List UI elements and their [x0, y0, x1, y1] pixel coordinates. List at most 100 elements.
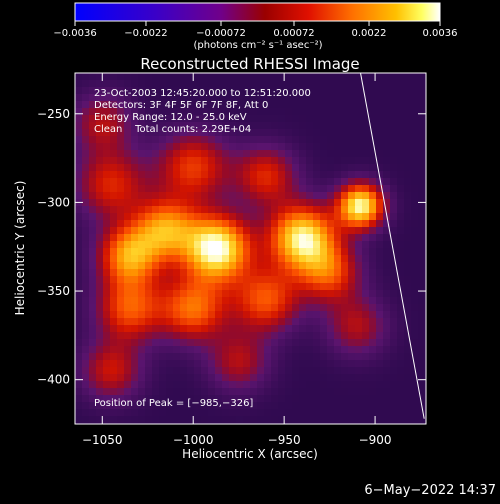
heatmap-pixel	[299, 304, 307, 312]
heatmap-pixel	[271, 262, 279, 270]
heatmap-pixel	[355, 283, 363, 291]
heatmap-pixel	[264, 94, 272, 102]
heatmap-pixel	[334, 395, 342, 403]
heatmap-pixel	[131, 381, 139, 389]
heatmap-pixel	[152, 367, 160, 375]
heatmap-pixel	[89, 220, 97, 228]
heatmap-pixel	[257, 80, 265, 88]
heatmap-pixel	[362, 129, 370, 137]
heatmap-pixel	[348, 94, 356, 102]
heatmap-pixel	[404, 416, 412, 424]
heatmap-pixel	[285, 227, 293, 235]
heatmap-pixel	[355, 290, 363, 298]
x-axis-label: Heliocentric X (arcsec)	[182, 447, 318, 461]
heatmap-pixel	[103, 311, 111, 319]
heatmap-pixel	[194, 360, 202, 368]
heatmap-pixel	[215, 276, 223, 284]
heatmap-pixel	[215, 325, 223, 333]
heatmap-pixel	[117, 353, 125, 361]
heatmap-pixel	[103, 283, 111, 291]
heatmap-pixel	[404, 87, 412, 95]
heatmap-pixel	[110, 416, 118, 424]
heatmap-pixel	[292, 283, 300, 291]
heatmap-pixel	[117, 416, 125, 424]
heatmap-pixel	[208, 150, 216, 158]
heatmap-pixel	[383, 311, 391, 319]
heatmap-pixel	[383, 283, 391, 291]
heatmap-pixel	[404, 73, 412, 81]
heatmap-pixel	[75, 136, 83, 144]
heatmap-pixel	[369, 325, 377, 333]
heatmap-pixel	[159, 178, 167, 186]
heatmap-pixel	[131, 115, 139, 123]
heatmap-pixel	[173, 129, 181, 137]
heatmap-pixel	[75, 178, 83, 186]
heatmap-pixel	[369, 108, 377, 116]
heatmap-pixel	[348, 297, 356, 305]
heatmap-pixel	[313, 311, 321, 319]
heatmap-pixel	[271, 374, 279, 382]
heatmap-pixel	[145, 248, 153, 256]
heatmap-pixel	[299, 136, 307, 144]
heatmap-pixel	[96, 234, 104, 242]
heatmap-pixel	[236, 108, 244, 116]
heatmap-pixel	[215, 353, 223, 361]
heatmap-pixel	[397, 346, 405, 354]
heatmap-pixel	[110, 409, 118, 417]
heatmap-pixel	[257, 353, 265, 361]
heatmap-pixel	[348, 199, 356, 207]
heatmap-pixel	[124, 178, 132, 186]
heatmap-pixel	[166, 241, 174, 249]
heatmap-pixel	[264, 269, 272, 277]
heatmap-pixel	[292, 80, 300, 88]
heatmap-pixel	[313, 101, 321, 109]
heatmap-pixel	[103, 346, 111, 354]
heatmap-pixel	[313, 269, 321, 277]
colorbar-tick-label: −0.0036	[53, 28, 96, 39]
heatmap-pixel	[124, 339, 132, 347]
heatmap-pixel	[257, 213, 265, 221]
heatmap-pixel	[166, 262, 174, 270]
heatmap-pixel	[110, 94, 118, 102]
heatmap-pixel	[250, 360, 258, 368]
heatmap-pixel	[292, 101, 300, 109]
heatmap-pixel	[369, 395, 377, 403]
heatmap-pixel	[418, 311, 426, 319]
heatmap-pixel	[117, 199, 125, 207]
heatmap-pixel	[236, 178, 244, 186]
heatmap-pixel	[348, 367, 356, 375]
heatmap-pixel	[369, 248, 377, 256]
heatmap-pixel	[299, 108, 307, 116]
heatmap-pixels	[75, 73, 426, 424]
heatmap-pixel	[341, 164, 349, 172]
heatmap-pixel	[180, 332, 188, 340]
heatmap-pixel	[362, 346, 370, 354]
heatmap-pixel	[292, 185, 300, 193]
heatmap-pixel	[327, 94, 335, 102]
heatmap-pixel	[334, 157, 342, 165]
heatmap-pixel	[89, 304, 97, 312]
heatmap-pixel	[299, 185, 307, 193]
heatmap-pixel	[376, 115, 384, 123]
heatmap-pixel	[292, 395, 300, 403]
heatmap-pixel	[250, 227, 258, 235]
heatmap-pixel	[131, 213, 139, 221]
heatmap-pixel	[215, 283, 223, 291]
heatmap-pixel	[418, 241, 426, 249]
heatmap-pixel	[103, 143, 111, 151]
heatmap-pixel	[201, 164, 209, 172]
heatmap-pixel	[292, 269, 300, 277]
heatmap-pixel	[362, 87, 370, 95]
heatmap-pixel	[75, 80, 83, 88]
heatmap-pixel	[82, 325, 90, 333]
heatmap-pixel	[229, 248, 237, 256]
heatmap-pixel	[208, 234, 216, 242]
heatmap-pixel	[222, 199, 230, 207]
heatmap-pixel	[327, 332, 335, 340]
heatmap-pixel	[243, 185, 251, 193]
heatmap-pixel	[306, 94, 314, 102]
heatmap-pixel	[334, 374, 342, 382]
heatmap-pixel	[166, 164, 174, 172]
heatmap-pixel	[75, 283, 83, 291]
heatmap-pixel	[229, 164, 237, 172]
